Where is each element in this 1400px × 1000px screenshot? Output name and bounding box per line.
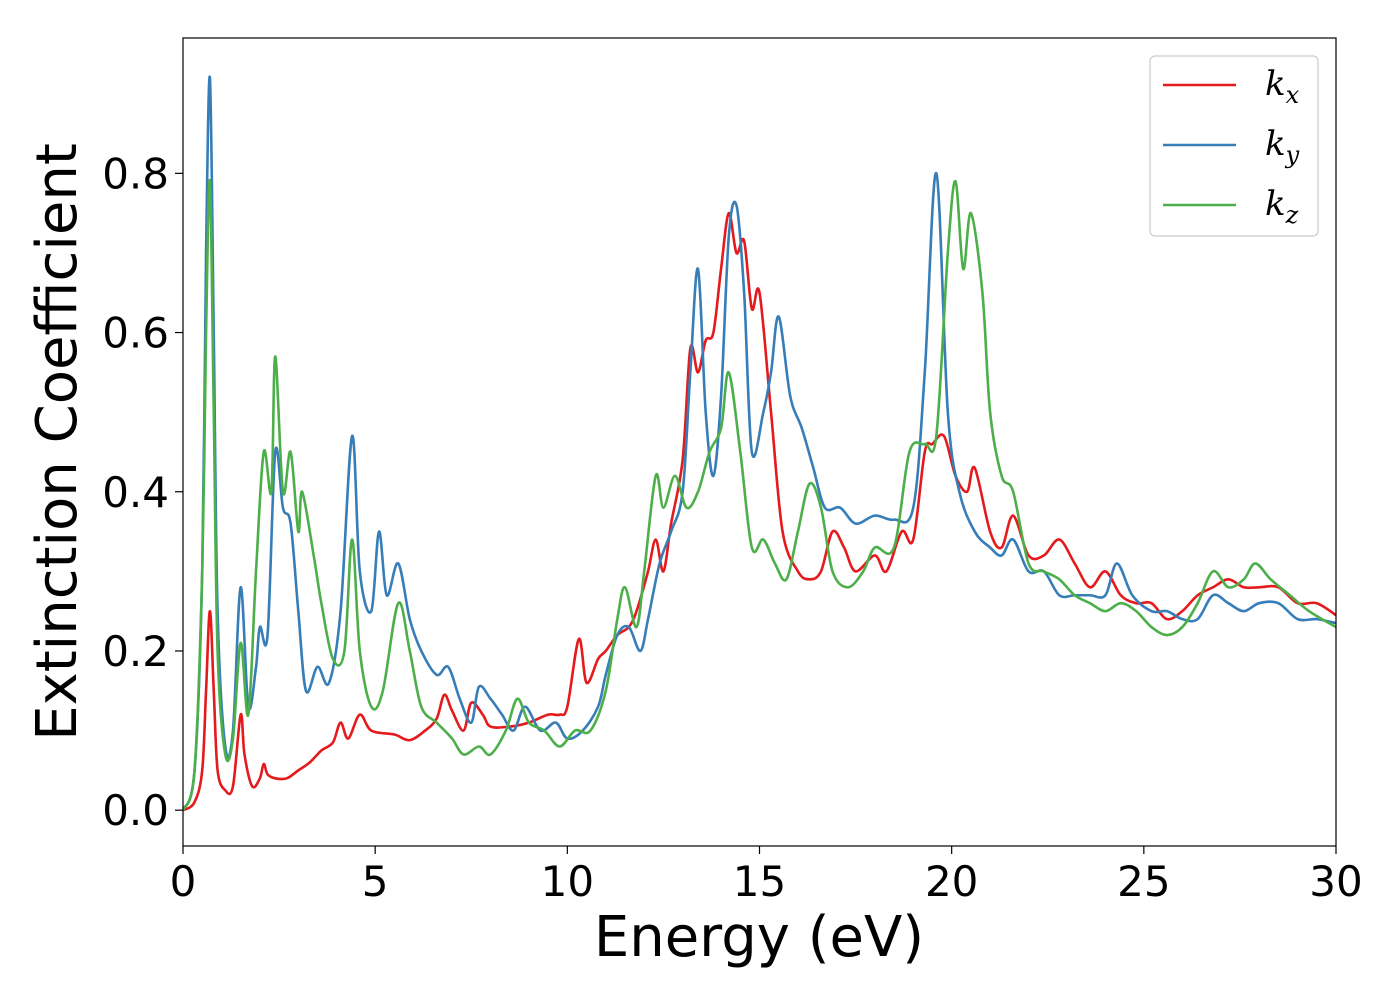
legend-label-x: kx [1265, 64, 1300, 109]
y-axis: 0.0 0.2 0.4 0.6 0.8 [102, 149, 183, 835]
series-layer [183, 75, 1336, 812]
y-tick-label: 0.0 [102, 786, 169, 835]
x-tick-label: 5 [362, 857, 389, 906]
x-tick-label: 30 [1309, 857, 1362, 906]
legend: kx ky kz [1149, 55, 1319, 237]
y-tick-label: 0.2 [102, 627, 169, 676]
y-tick-label: 0.8 [102, 149, 169, 198]
legend-label-z: kz [1265, 184, 1299, 229]
x-tick-label: 0 [170, 857, 197, 906]
legend-label-y: ky [1265, 124, 1300, 169]
y-tick-label: 0.6 [102, 309, 169, 358]
y-tick-label: 0.4 [102, 468, 169, 517]
series-line-y [183, 75, 1336, 812]
series-line-x [183, 211, 1336, 812]
x-tick-label: 15 [733, 857, 786, 906]
x-tick-label: 20 [925, 857, 978, 906]
x-axis-label: Energy (eV) [594, 905, 924, 970]
x-tick-label: 10 [541, 857, 594, 906]
y-axis-label: Extinction Coefficient [25, 143, 90, 741]
x-axis: 0 5 10 15 20 25 30 [170, 846, 1363, 906]
series-line-z [183, 178, 1336, 812]
x-tick-label: 25 [1117, 857, 1170, 906]
